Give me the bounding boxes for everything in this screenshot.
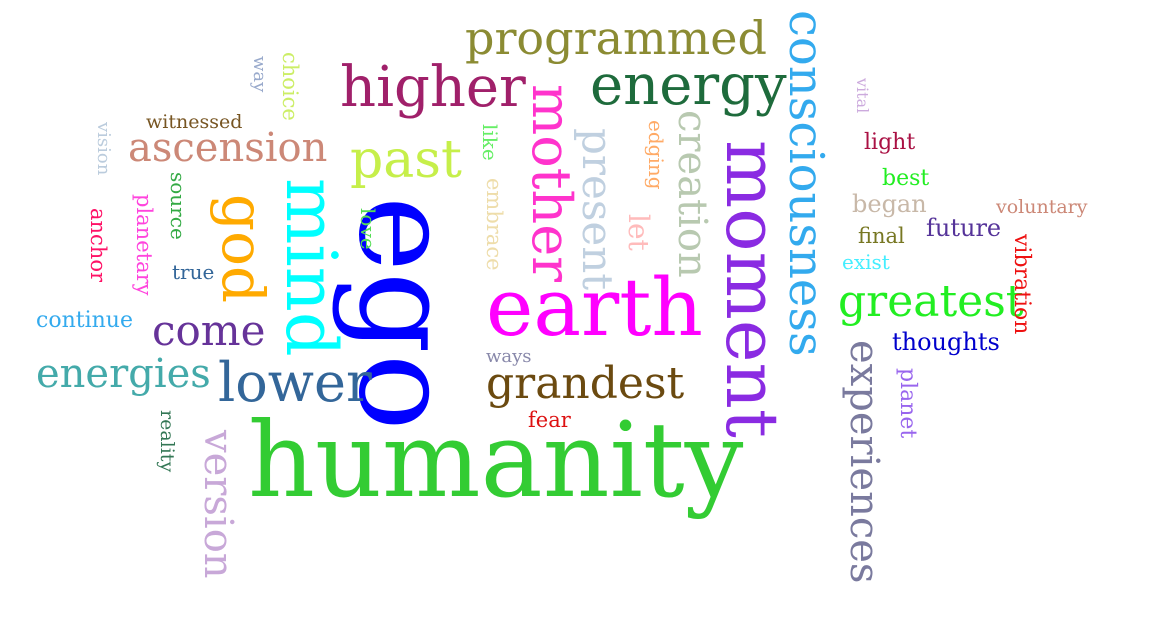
word-grandest: grandest (486, 358, 685, 409)
word-began: began (852, 190, 927, 218)
word-humanity: humanity (248, 399, 744, 521)
word-greatest: greatest (838, 276, 1024, 327)
word-true: true (172, 260, 215, 284)
word-experiences: experiences (841, 340, 887, 584)
word-voluntary: voluntary (996, 196, 1088, 218)
word-earth: earth (486, 261, 703, 354)
word-god: god (209, 194, 277, 304)
word-present: present (573, 128, 622, 291)
word-continue: continue (36, 308, 133, 333)
word-edging: edging (644, 120, 668, 190)
word-energies: energies (36, 351, 211, 397)
word-let: let (622, 214, 655, 251)
word-past: past (350, 130, 462, 190)
word-reality: reality (156, 410, 178, 473)
word-way: way (249, 56, 270, 93)
word-lower: lower (218, 351, 372, 414)
word-planet: planet (895, 368, 920, 439)
word-embrace: embrace (482, 178, 506, 271)
word-ascension: ascension (128, 125, 328, 171)
word-consciousness: consciousness (778, 10, 834, 357)
word-final: final (858, 224, 905, 248)
word-love: love (356, 208, 380, 250)
word-creation: creation (669, 110, 715, 278)
word-exist: exist (842, 250, 890, 274)
word-witnessed: witnessed (146, 111, 243, 133)
word-mother: mother (520, 84, 583, 282)
word-version: version (195, 430, 241, 579)
word-vital: vital (853, 78, 872, 114)
word-ways: ways (486, 346, 532, 367)
word-like: like (478, 124, 502, 161)
word-light: light (864, 130, 916, 155)
word-energy: energy (590, 53, 787, 118)
word-best: best (882, 166, 930, 191)
word-come: come (152, 306, 266, 355)
word-vision: vision (93, 122, 114, 176)
word-thoughts: thoughts (892, 328, 1000, 356)
word-fear: fear (528, 408, 571, 432)
word-planetary: planetary (132, 194, 156, 296)
word-anchor: anchor (86, 208, 110, 283)
word-vibration: vibration (1009, 234, 1034, 335)
word-choice: choice (278, 52, 302, 121)
word-source: source (166, 172, 190, 240)
word-higher: higher (340, 55, 526, 120)
word-future: future (926, 214, 1002, 242)
word-programmed: programmed (465, 11, 767, 65)
word-mind: mind (270, 178, 352, 357)
